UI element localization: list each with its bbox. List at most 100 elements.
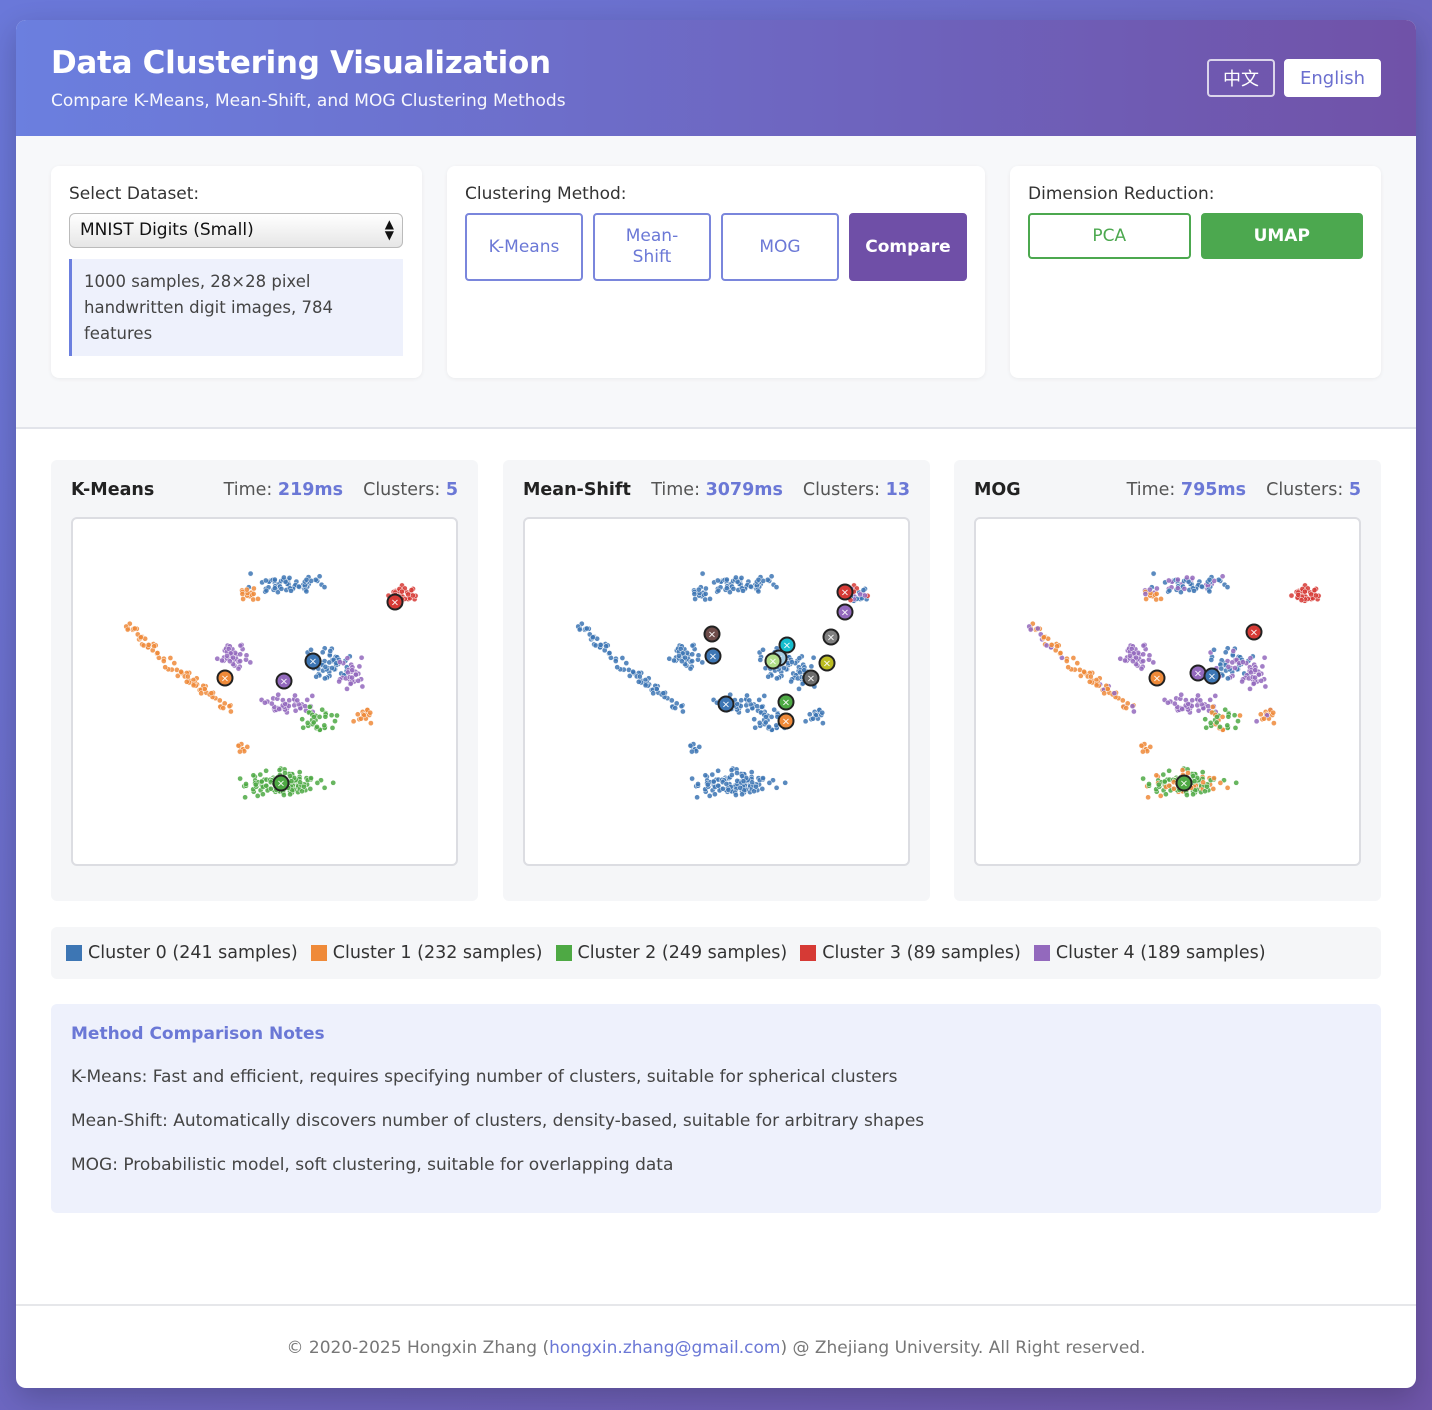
legend-swatch: [310, 945, 327, 961]
footer-email-link[interactable]: hongxin.zhang@gmail.com: [549, 1338, 781, 1358]
clusters-value: 5: [445, 480, 458, 500]
scatter-point: [314, 780, 321, 786]
scatter-point: [308, 646, 314, 653]
scatter-point: [243, 781, 249, 787]
umap-button[interactable]: UMAP: [1200, 213, 1363, 259]
centroid-x-icon: ×: [836, 603, 854, 621]
scatter-point: [1179, 706, 1185, 712]
scatter-point: [680, 708, 686, 715]
scatter-point: [729, 772, 735, 778]
scatter-point: [1163, 791, 1169, 798]
scatter-point: [801, 667, 808, 674]
scatter-point: [1142, 591, 1149, 597]
scatter-point: [1158, 596, 1164, 602]
scatter-point: [408, 587, 415, 593]
svg-text:×: ×: [280, 677, 288, 688]
scatter-point: [358, 715, 364, 722]
scatter-point: [178, 668, 184, 675]
scatter-point: [724, 585, 730, 592]
scatter-point: [174, 673, 181, 679]
scatter-point: [1155, 781, 1162, 788]
scatter-point: [739, 773, 745, 779]
lang-zh-button[interactable]: 中文: [1207, 59, 1275, 97]
dataset-select[interactable]: MNIST Digits (Small) ▲ ▼: [69, 213, 403, 248]
meanshift-scatter-plot[interactable]: ×××××××××××××: [523, 517, 910, 866]
page-title: Data Clustering Visualization: [51, 45, 551, 81]
scatter-point: [1146, 781, 1152, 787]
meanshift-button[interactable]: Mean-Shift: [593, 213, 711, 281]
scatter-point: [1081, 668, 1087, 675]
scatter-point: [322, 713, 329, 720]
scatter-point: [1153, 591, 1160, 597]
scatter-point: [247, 570, 254, 577]
centroid-x-icon: ×: [778, 636, 796, 654]
scatter-point: [810, 715, 816, 722]
scatter-point: [1298, 597, 1305, 603]
scatter-point: [1174, 576, 1181, 583]
scatter-point: [1224, 784, 1231, 791]
dataset-selected-value: MNIST Digits (Small): [80, 220, 254, 240]
centroid-x-icon: ×: [822, 628, 840, 646]
scatter-point: [243, 586, 250, 593]
scatter-point: [1181, 585, 1188, 592]
kmeans-panel-header: K-Means Time: 219ms Clusters: 5: [71, 480, 458, 504]
mog-scatter-plot[interactable]: × × × × ×: [974, 517, 1361, 866]
kmeans-button[interactable]: K-Means: [465, 213, 583, 281]
scatter-point: [334, 712, 340, 719]
scatter-point: [781, 665, 787, 671]
scatter-point: [1256, 671, 1262, 678]
scatter-point: [810, 654, 817, 661]
scatter-point: [327, 648, 334, 654]
scatter-point: [319, 649, 326, 656]
scatter-point: [1308, 591, 1314, 598]
scatter-point: [304, 720, 311, 726]
footer-suffix: ) @ Zhejiang University. All Right reser…: [780, 1338, 1146, 1358]
scatter-point: [768, 573, 775, 580]
page-subtitle: Compare K-Means, Mean-Shift, and MOG Clu…: [51, 91, 566, 111]
mog-button[interactable]: MOG: [721, 213, 839, 281]
scatter-point: [311, 714, 317, 720]
scatter-point: [1140, 642, 1147, 649]
scatter-point: [1130, 658, 1136, 665]
scatter-point: [1229, 659, 1236, 666]
scatter-point: [806, 711, 813, 718]
scatter-point: [1239, 678, 1245, 685]
scatter-point: [131, 625, 138, 632]
scatter-point: [1262, 683, 1269, 690]
legend-swatch: [66, 945, 82, 961]
scatter-point: [171, 660, 178, 666]
scatter-point: [756, 697, 763, 703]
scatter-point: [689, 775, 695, 782]
scatter-point: [1197, 697, 1204, 704]
scatter-point: [746, 697, 753, 704]
scatter-point: [276, 767, 283, 773]
legend-swatch: [800, 945, 817, 961]
kmeans-scatter-plot[interactable]: × × × × ×: [71, 517, 458, 866]
svg-text:×: ×: [841, 608, 849, 619]
scatter-point: [1117, 655, 1124, 662]
scatter-point: [1065, 664, 1072, 671]
scatter-point: [1219, 714, 1226, 720]
scatter-point: [1034, 625, 1041, 632]
scatter-point: [1230, 648, 1237, 654]
scatter-point: [723, 576, 730, 583]
scatter-point: [763, 714, 769, 720]
scatter-point: [699, 570, 706, 577]
scatter-point: [230, 654, 236, 661]
scatter-point: [1222, 706, 1229, 713]
scatter-point: [310, 719, 317, 726]
scatter-point: [1211, 578, 1218, 584]
scatter-point: [1027, 626, 1034, 633]
scatter-point: [313, 673, 320, 680]
scatter-point: [738, 697, 745, 704]
note-mog: MOG: Probabilistic model, soft clusterin…: [71, 1155, 674, 1175]
scatter-point: [1198, 583, 1205, 590]
scatter-point: [808, 663, 815, 670]
scatter-point: [224, 652, 230, 659]
lang-en-button[interactable]: English: [1284, 59, 1381, 97]
scatter-point: [262, 699, 268, 706]
scatter-point: [1247, 686, 1253, 692]
scatter-point: [358, 654, 365, 661]
compare-button[interactable]: Compare: [849, 213, 967, 281]
pca-button[interactable]: PCA: [1028, 213, 1191, 259]
